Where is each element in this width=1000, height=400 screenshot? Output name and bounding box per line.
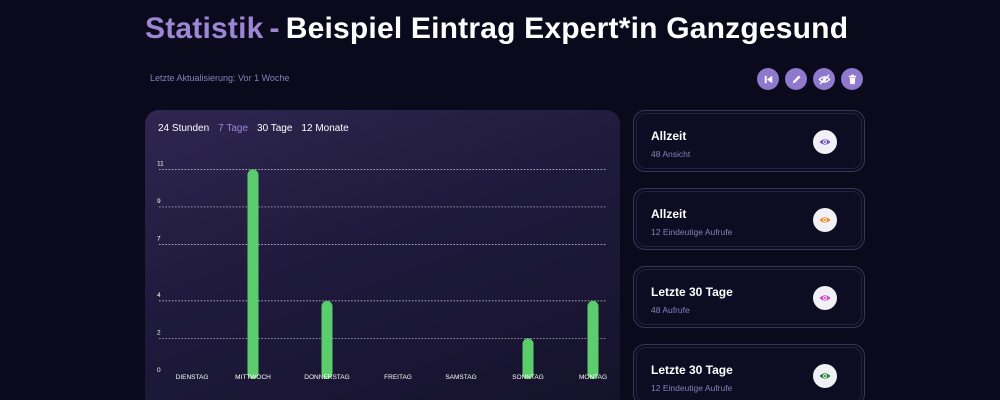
eye-icon [819,139,831,145]
y-tick-label: 4 [157,292,161,299]
page-title-main: Beispiel Eintrag Expert*in Ganzgesund [285,12,849,45]
y-tick-label: 7 [157,236,161,243]
stat-title: Allzeit [651,129,687,143]
stat-value: 12 Eindeutige Aufrufe [651,227,733,237]
page-title: Statistik - Beispiel Eintrag Expert*in Gan… [145,12,848,46]
eye-icon [819,373,831,379]
stat-card-30-tage-eindeutig: Letzte 30 Tage 12 Eindeutige Aufrufe [633,344,865,400]
chart-bar [587,300,599,379]
bar-chart: 0 2 4 7 9 11 DIENSTAG MITTWOCH DONNERSTAG FREITAG… [157,160,607,381]
x-tick-label: SAMSTAG [445,374,476,381]
x-tick-label: DONNERSTAG [304,374,349,381]
stat-value: 48 Aufrufe [651,305,690,315]
x-tick-label: SONNTAG [512,374,544,381]
stat-value: 48 Ansicht [651,149,691,159]
view-stat-button[interactable] [813,364,837,388]
stat-title: Allzeit [651,207,687,221]
stat-card-allzeit-ansicht: Allzeit 48 Ansicht [633,110,865,172]
time-range-tabs: 24 Stunden 7 Tage 30 Tage 12 Monate [158,123,349,134]
x-tick-label: FREITAG [384,374,412,381]
tab-7-tage[interactable]: 7 Tage [218,123,249,134]
y-tick-label: 0 [157,367,161,374]
y-tick-label: 9 [157,198,161,205]
eye-icon [819,295,831,301]
page-title-dash: - [269,12,280,45]
view-stat-button[interactable] [813,130,837,154]
chart-bar [321,300,333,379]
views-chart-card: 24 Stunden 7 Tage 30 Tage 12 Monate 0 2 4 7… [145,110,620,400]
action-toolbar [757,68,863,90]
hide-button[interactable] [813,68,835,90]
view-stat-button[interactable] [813,286,837,310]
y-tick-label: 2 [157,329,161,336]
tab-12-monate[interactable]: 12 Monate [301,123,349,134]
tab-30-tage[interactable]: 30 Tage [257,123,293,134]
chart-bar [247,169,259,379]
view-stat-button[interactable] [813,208,837,232]
stat-card-30-tage-aufrufe: Letzte 30 Tage 48 Aufrufe [633,266,865,328]
y-tick-label: 11 [157,160,164,167]
eye-off-icon [817,73,831,85]
chart-bar [522,338,534,379]
pencil-icon [792,75,800,83]
back-button[interactable] [757,68,779,90]
stat-value: 12 Eindeutige Aufrufe [651,383,733,393]
x-tick-label: MITTWOCH [235,374,271,381]
stat-title: Letzte 30 Tage [651,285,733,299]
x-tick-label: DIENSTAG [176,374,209,381]
eye-icon [819,217,831,223]
delete-button[interactable] [841,68,863,90]
last-updated-text: Letzte Aktualisierung: Vor 1 Woche [150,73,290,83]
x-tick-label: MONTAG [579,374,607,381]
tab-24-stunden[interactable]: 24 Stunden [158,123,210,134]
stat-title: Letzte 30 Tage [651,363,733,377]
trash-icon [848,74,856,84]
skip-back-icon [764,75,772,83]
edit-button[interactable] [785,68,807,90]
stat-card-allzeit-eindeutig: Allzeit 12 Eindeutige Aufrufe [633,188,865,250]
page-title-accent: Statistik [145,12,264,45]
